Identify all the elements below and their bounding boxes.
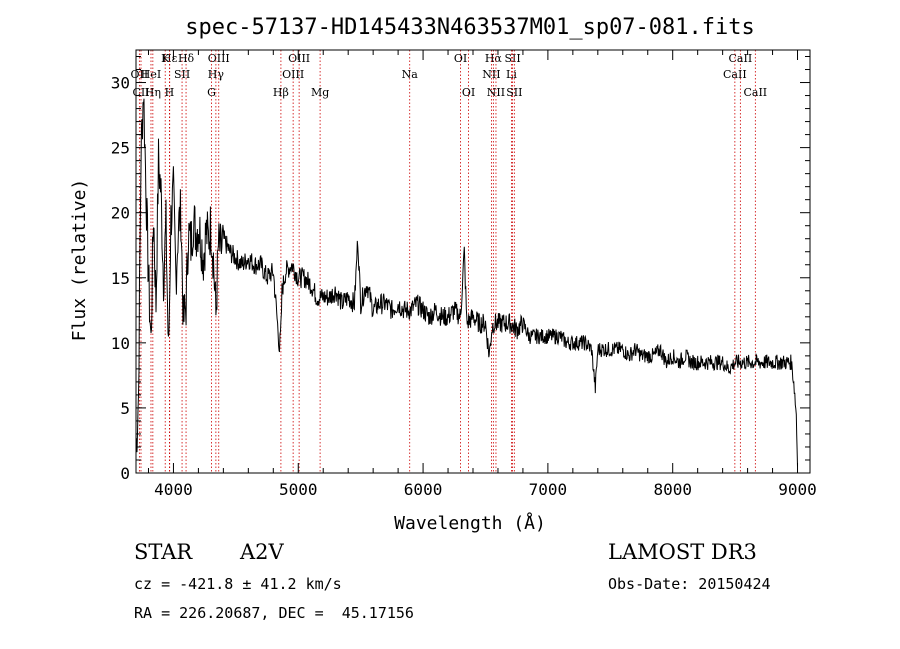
chart-title: spec-57137-HD145433N463537M01_sp07-081.f…: [185, 15, 755, 40]
x-tick-label: 4000: [154, 480, 193, 499]
line-marker-label: OII: [131, 68, 149, 81]
y-tick-label: 15: [111, 269, 130, 288]
axes: 4000 5000 6000 7000 8000 9000 0 5 10 15 20 25 30: [111, 49, 817, 499]
x-tick-label: 6000: [404, 480, 443, 499]
survey-name: LAMOST DR3: [608, 540, 757, 564]
object-class: STAR: [134, 540, 193, 564]
line-marker-label: NII: [487, 86, 505, 99]
line-marker-label: Hη: [145, 86, 161, 99]
line-marker-label: SII: [504, 52, 520, 65]
x-axis-label: Wavelength (Å): [394, 512, 546, 534]
y-tick-label: 25: [111, 139, 130, 158]
y-tick-label: 30: [111, 74, 130, 93]
line-marker-label: OIII: [282, 68, 304, 81]
line-marker-label: OIII: [288, 52, 310, 65]
flux-line: [135, 98, 798, 467]
line-marker-label: NII: [482, 68, 500, 81]
line-marker-label: OIII: [208, 52, 230, 65]
line-marker-label: OI: [454, 52, 467, 65]
line-marker-label: Hγ: [208, 68, 225, 81]
obs-date: Obs-Date: 20150424: [608, 575, 771, 593]
line-marker-label: OI: [462, 86, 475, 99]
line-marker-label: Hδ: [178, 52, 195, 65]
flux-series: [135, 98, 798, 467]
line-marker-label: Mg: [311, 86, 329, 99]
line-marker-label: Li: [506, 68, 517, 81]
line-marker-label: K: [161, 52, 170, 65]
object-subclass: A2V: [240, 540, 284, 564]
redshift-cz: cz = -421.8 ± 41.2 km/s: [134, 575, 342, 593]
line-marker-label: G: [207, 86, 216, 99]
line-marker-label: HeI: [141, 68, 161, 81]
line-marker-label: SII: [506, 86, 522, 99]
y-tick-label: 20: [111, 204, 130, 223]
line-marker-label: CaII: [729, 52, 753, 65]
y-tick-label: 10: [111, 334, 130, 353]
x-tick-label: 5000: [279, 480, 318, 499]
x-tick-label: 8000: [653, 480, 692, 499]
x-tick-label: 7000: [529, 480, 568, 499]
line-marker-label: Hα: [485, 52, 503, 65]
line-marker-label: SII: [174, 68, 190, 81]
y-axis-label: Flux (relative): [69, 179, 90, 342]
line-marker-label: Hβ: [273, 86, 289, 99]
line-marker-label: CaII: [723, 68, 747, 81]
line-marker-label: CaII: [743, 86, 767, 99]
y-tick-label: 5: [120, 399, 130, 418]
line-marker-label: Na: [402, 68, 419, 81]
x-tick-label: 9000: [778, 480, 817, 499]
line-marker-label: H: [165, 86, 175, 99]
y-tick-label: 0: [120, 464, 130, 483]
coordinates: RA = 226.20687, DEC = 45.17156: [134, 604, 414, 622]
